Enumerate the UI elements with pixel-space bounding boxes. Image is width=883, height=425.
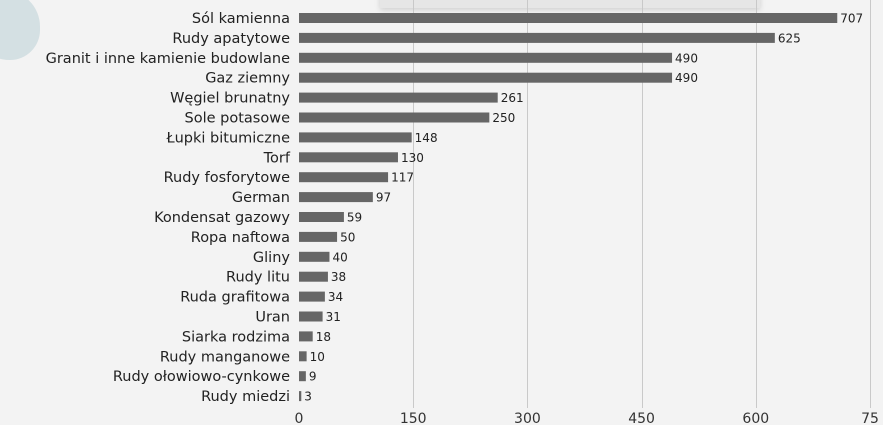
bar (299, 351, 307, 362)
category-label: Rudy litu (226, 270, 290, 286)
bar (299, 172, 389, 183)
category-label: Gaz ziemny (205, 71, 290, 87)
category-label: Siarka rodzima (182, 329, 290, 345)
value-label: 3 (304, 390, 312, 404)
bar (299, 72, 673, 83)
bar (299, 311, 323, 322)
x-tick-label: 0 (295, 411, 304, 425)
bar (299, 112, 490, 123)
value-label: 38 (331, 270, 346, 284)
bar (299, 52, 673, 63)
category-label: Uran (255, 310, 290, 326)
bar (299, 271, 328, 282)
value-label: 34 (328, 290, 343, 304)
bar (299, 13, 838, 23)
x-tick-label: 75 (861, 411, 879, 425)
bar (299, 212, 344, 222)
bar (299, 291, 325, 302)
value-label: 31 (326, 310, 341, 324)
value-label: 250 (492, 111, 515, 125)
value-label: 59 (347, 211, 362, 225)
bar (299, 32, 775, 43)
value-label: 18 (316, 330, 331, 344)
category-label: Sole potasowe (185, 111, 291, 127)
category-label: Rudy miedzi (201, 389, 290, 405)
category-label: Rudy fosforytowe (164, 170, 290, 186)
bar (299, 391, 302, 402)
bar (299, 371, 306, 382)
category-label: Kondensat gazowy (154, 210, 290, 226)
category-label: Ruda grafitowa (180, 290, 290, 306)
bar (299, 231, 338, 242)
category-label: Gliny (253, 250, 290, 266)
bar (299, 132, 412, 143)
category-label: German (232, 190, 290, 206)
bar (299, 92, 498, 103)
value-label: 10 (310, 350, 325, 364)
bar (299, 192, 373, 203)
background-card-edge (380, 0, 760, 8)
value-label: 40 (332, 250, 347, 264)
x-tick-label: 300 (514, 411, 541, 425)
value-label: 625 (778, 31, 801, 45)
category-label: Rudy ołowiowo-cynkowe (113, 369, 290, 385)
category-label: Łupki bitumiczne (165, 130, 290, 146)
category-label: Węgiel brunatny (170, 91, 290, 107)
x-tick-label: 450 (628, 411, 655, 425)
category-label: Rudy manganowe (160, 349, 290, 365)
category-label: Torf (263, 150, 291, 166)
value-label: 130 (401, 151, 424, 165)
x-tick-label: 150 (400, 411, 427, 425)
value-label: 490 (675, 71, 698, 85)
value-label: 707 (840, 12, 863, 26)
value-label: 261 (501, 91, 524, 105)
value-label: 148 (415, 131, 438, 145)
value-label: 117 (391, 171, 414, 185)
value-label: 50 (340, 230, 355, 244)
category-label: Sól kamienna (192, 11, 290, 27)
bar (299, 251, 330, 262)
value-label: 97 (376, 191, 391, 205)
value-label: 9 (309, 370, 317, 384)
category-label: Rudy apatytowe (172, 31, 290, 47)
category-label: Ropa naftowa (191, 230, 290, 246)
bar (299, 152, 398, 163)
x-tick-label: 600 (742, 411, 769, 425)
category-label: Granit i inne kamienie budowlane (46, 51, 290, 67)
value-label: 490 (675, 51, 698, 65)
bar (299, 331, 313, 342)
